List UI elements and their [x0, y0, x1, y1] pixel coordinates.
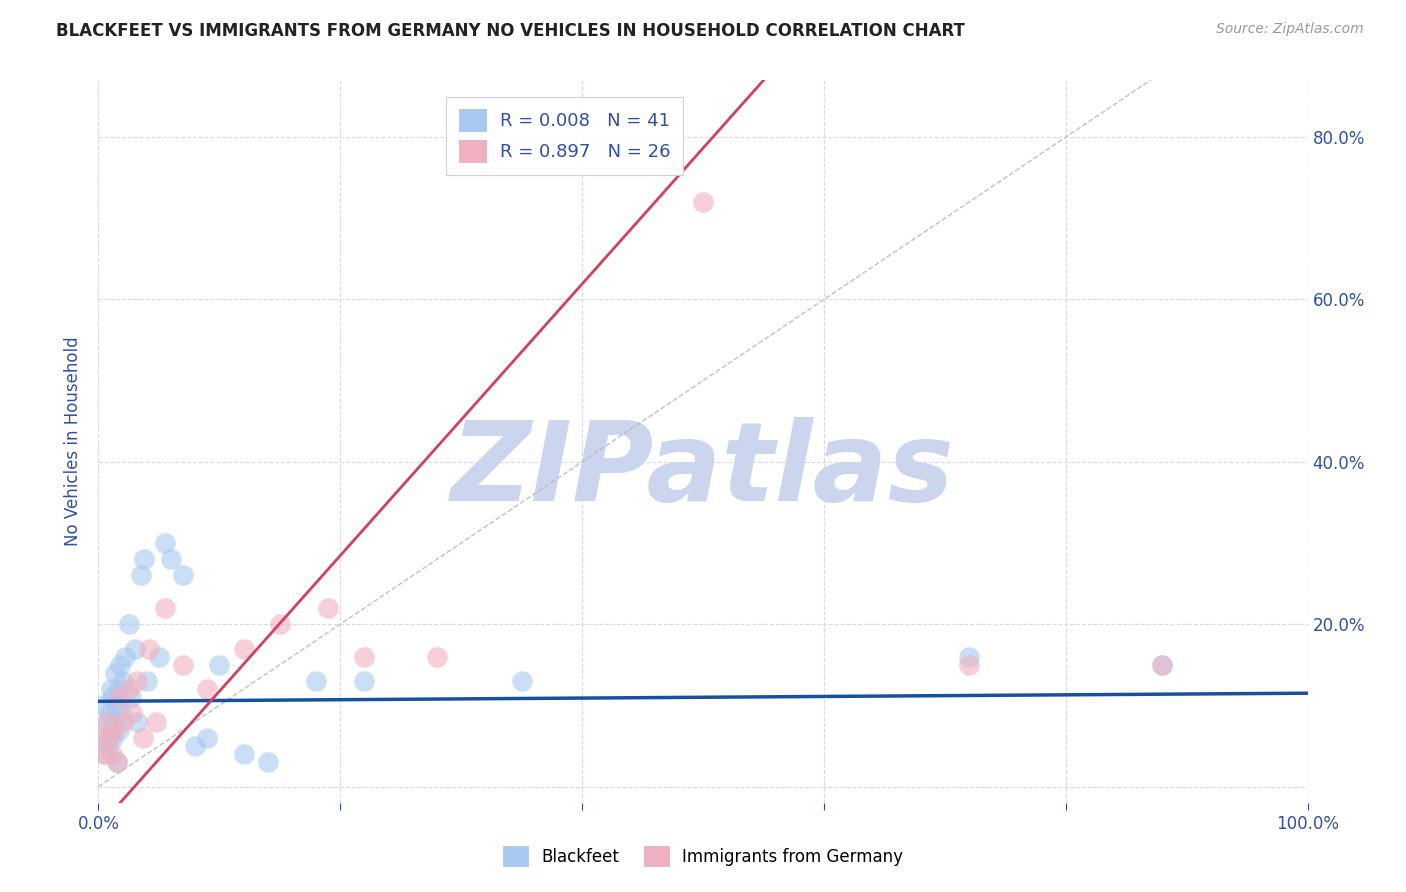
Point — [132, 731, 155, 745]
Point — [96, 714, 118, 729]
Point — [124, 641, 146, 656]
Point — [426, 649, 449, 664]
Point — [103, 723, 125, 737]
Point — [110, 706, 132, 721]
Point — [100, 690, 122, 705]
Point — [510, 673, 533, 688]
Point — [692, 195, 714, 210]
Point — [172, 568, 194, 582]
Point — [305, 673, 328, 688]
Point — [105, 755, 128, 769]
Point — [108, 657, 131, 672]
Point — [100, 747, 122, 761]
Point — [107, 682, 129, 697]
Point — [138, 641, 160, 656]
Point — [127, 714, 149, 729]
Y-axis label: No Vehicles in Household: No Vehicles in Household — [65, 336, 83, 547]
Point — [172, 657, 194, 672]
Point — [111, 714, 134, 729]
Point — [120, 690, 142, 705]
Point — [153, 536, 176, 550]
Point — [135, 673, 157, 688]
Point — [316, 601, 339, 615]
Point — [96, 714, 118, 729]
Point — [184, 739, 207, 753]
Point — [957, 657, 980, 672]
Point — [148, 649, 170, 664]
Point — [353, 673, 375, 688]
Point — [98, 731, 121, 745]
Point — [105, 698, 128, 713]
Point — [256, 755, 278, 769]
Point — [208, 657, 231, 672]
Point — [101, 731, 124, 745]
Point — [118, 617, 141, 632]
Point — [153, 601, 176, 615]
Point — [100, 682, 122, 697]
Point — [160, 552, 183, 566]
Point — [145, 714, 167, 729]
Legend: R = 0.008   N = 41, R = 0.897   N = 26: R = 0.008 N = 41, R = 0.897 N = 26 — [446, 96, 683, 175]
Point — [111, 673, 134, 688]
Point — [1152, 657, 1174, 672]
Point — [97, 739, 120, 753]
Point — [232, 747, 254, 761]
Point — [957, 649, 980, 664]
Legend: Blackfeet, Immigrants from Germany: Blackfeet, Immigrants from Germany — [495, 838, 911, 875]
Point — [353, 649, 375, 664]
Point — [103, 714, 125, 729]
Point — [108, 723, 131, 737]
Point — [269, 617, 291, 632]
Point — [105, 755, 128, 769]
Text: ZIPatlas: ZIPatlas — [451, 417, 955, 524]
Point — [195, 682, 218, 697]
Point — [91, 731, 114, 745]
Point — [100, 723, 122, 737]
Point — [195, 731, 218, 745]
Point — [129, 568, 152, 582]
Point — [134, 552, 156, 566]
Point — [232, 641, 254, 656]
Text: BLACKFEET VS IMMIGRANTS FROM GERMANY NO VEHICLES IN HOUSEHOLD CORRELATION CHART: BLACKFEET VS IMMIGRANTS FROM GERMANY NO … — [56, 22, 965, 40]
Point — [104, 665, 127, 680]
Point — [91, 731, 114, 745]
Text: Source: ZipAtlas.com: Source: ZipAtlas.com — [1216, 22, 1364, 37]
Point — [93, 698, 115, 713]
Point — [127, 673, 149, 688]
Point — [98, 706, 121, 721]
Point — [93, 747, 115, 761]
Point — [121, 706, 143, 721]
Point — [93, 747, 115, 761]
Point — [1152, 657, 1174, 672]
Point — [108, 690, 131, 705]
Point — [114, 649, 136, 664]
Point — [118, 682, 141, 697]
